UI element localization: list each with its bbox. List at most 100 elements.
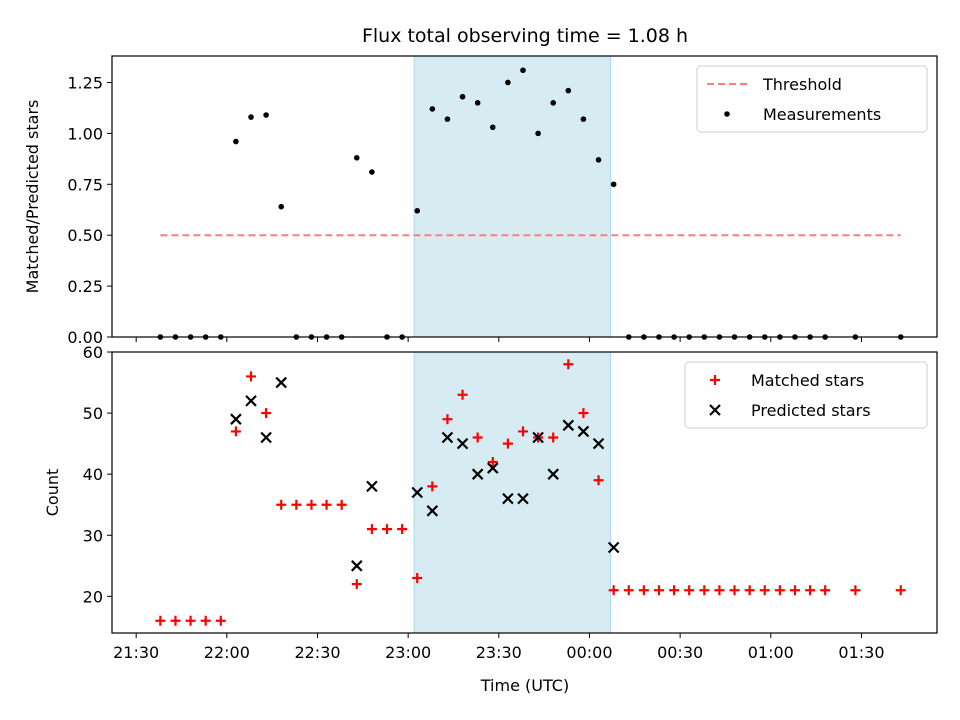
predicted-x-point xyxy=(230,413,242,425)
matched-plus-point xyxy=(351,579,362,590)
count-legend: Matched stars Predicted stars xyxy=(684,361,928,429)
predicted-x-point xyxy=(547,468,559,480)
matched-plus-point xyxy=(699,585,710,596)
matched-plus-point xyxy=(593,475,604,486)
predicted-x-point xyxy=(351,560,363,572)
x-axis-label: Time (UTC) xyxy=(480,676,569,695)
predicted-x-point xyxy=(275,376,288,389)
x-tick-label: 01:30 xyxy=(838,643,884,662)
legend-measurement-swatch xyxy=(724,111,730,117)
predicted-x-point xyxy=(517,492,529,505)
y-tick-label: 60 xyxy=(83,343,103,362)
matched-plus-point xyxy=(246,371,257,382)
matched-plus-point xyxy=(729,585,740,596)
predicted-x-point xyxy=(411,486,423,499)
matched-plus-point xyxy=(321,499,332,510)
matched-plus-point xyxy=(155,615,166,626)
measurement-point xyxy=(489,124,496,131)
legend-label: Predicted stars xyxy=(751,401,871,420)
measurement-point xyxy=(580,116,587,122)
matched-plus-point xyxy=(200,615,211,626)
matched-plus-point xyxy=(638,585,649,596)
y-tick-label: 0.75 xyxy=(67,175,103,194)
matched-plus-point xyxy=(230,426,241,437)
y-tick-label: 0.50 xyxy=(67,226,103,245)
predicted-x-point xyxy=(260,431,272,444)
matched-plus-point xyxy=(895,585,906,596)
measurement-point xyxy=(429,106,436,112)
matched-plus-point xyxy=(397,524,408,535)
measurement-point xyxy=(459,93,466,100)
x-tick-label: 00:30 xyxy=(657,643,703,662)
matched-plus-point xyxy=(215,615,226,626)
measurement-point xyxy=(505,79,511,86)
predicted-x-point xyxy=(607,541,620,554)
predicted-x-point xyxy=(532,431,544,444)
matched-plus-point xyxy=(789,585,800,596)
measurement-point xyxy=(414,207,421,214)
legend-label: Matched stars xyxy=(751,371,864,390)
measurement-point xyxy=(233,138,239,145)
matched-plus-point xyxy=(805,585,816,596)
measurement-point xyxy=(550,100,557,106)
x-tick-label: 23:00 xyxy=(385,643,431,662)
matched-plus-point xyxy=(170,615,181,626)
measurement-point xyxy=(565,87,572,94)
matched-plus-point xyxy=(759,585,770,596)
matched-plus-point xyxy=(261,408,272,419)
measurement-point xyxy=(353,155,360,161)
matched-plus-point xyxy=(336,499,347,510)
matched-plus-point xyxy=(487,456,498,467)
measurement-point xyxy=(248,114,254,120)
matched-plus-point xyxy=(548,432,559,443)
y-tick-label: 30 xyxy=(83,526,103,545)
matched-plus-point xyxy=(563,359,574,370)
count-observing-span xyxy=(413,351,612,634)
predicted-x-point xyxy=(456,437,469,450)
x-tick-label: 22:30 xyxy=(294,643,340,662)
y-tick-label: 20 xyxy=(83,587,103,606)
measurement-point xyxy=(595,157,602,163)
legend-label: Measurements xyxy=(763,105,881,124)
matched-plus-point xyxy=(820,585,831,596)
matched-plus-point xyxy=(684,585,695,596)
matched-plus-point xyxy=(412,573,423,584)
matched-plus-point xyxy=(276,499,287,510)
predicted-x-point xyxy=(592,437,605,450)
matched-plus-point xyxy=(442,414,453,425)
ratio-observing-span xyxy=(413,55,612,338)
measurement-point xyxy=(263,112,269,118)
matched-plus-point xyxy=(850,585,861,596)
x-tick-label: 01:00 xyxy=(748,643,794,662)
matched-plus-point xyxy=(185,615,196,626)
legend-box xyxy=(684,361,928,429)
measurement-point xyxy=(535,130,541,137)
legend-label: Threshold xyxy=(762,75,842,94)
y-tick-label: 1.00 xyxy=(67,124,103,143)
predicted-x-point xyxy=(366,480,378,493)
count-panel: 20 30 40 50 60 21:30 22:00 22:30 23:00 23:30 00:00… xyxy=(43,343,938,662)
predicted-x-point xyxy=(486,462,499,474)
y-tick-label: 0.00 xyxy=(67,328,103,347)
measurement-point xyxy=(610,181,617,188)
y-tick-label: 1.25 xyxy=(67,73,103,92)
measurement-point xyxy=(278,203,285,210)
x-tick-label: 23:30 xyxy=(476,643,522,662)
measurement-point xyxy=(520,67,526,74)
y-tick-label: 50 xyxy=(83,404,103,423)
x-tick-label: 21:30 xyxy=(113,643,159,662)
matched-plus-point xyxy=(608,585,619,596)
matched-plus-point xyxy=(502,438,513,449)
matched-plus-point xyxy=(623,585,634,596)
matched-plus-point xyxy=(427,481,438,492)
matched-plus-point xyxy=(517,426,528,437)
measurement-point xyxy=(369,169,375,175)
matched-plus-point xyxy=(714,585,725,596)
predicted-x-point xyxy=(471,468,484,480)
legend-predicted-swatch xyxy=(709,404,721,416)
y-tick-label: 40 xyxy=(83,465,103,484)
chart-title: Flux total observing time = 1.08 h xyxy=(362,25,688,47)
predicted-x-point xyxy=(441,431,454,444)
legend-matched-swatch xyxy=(710,375,720,385)
